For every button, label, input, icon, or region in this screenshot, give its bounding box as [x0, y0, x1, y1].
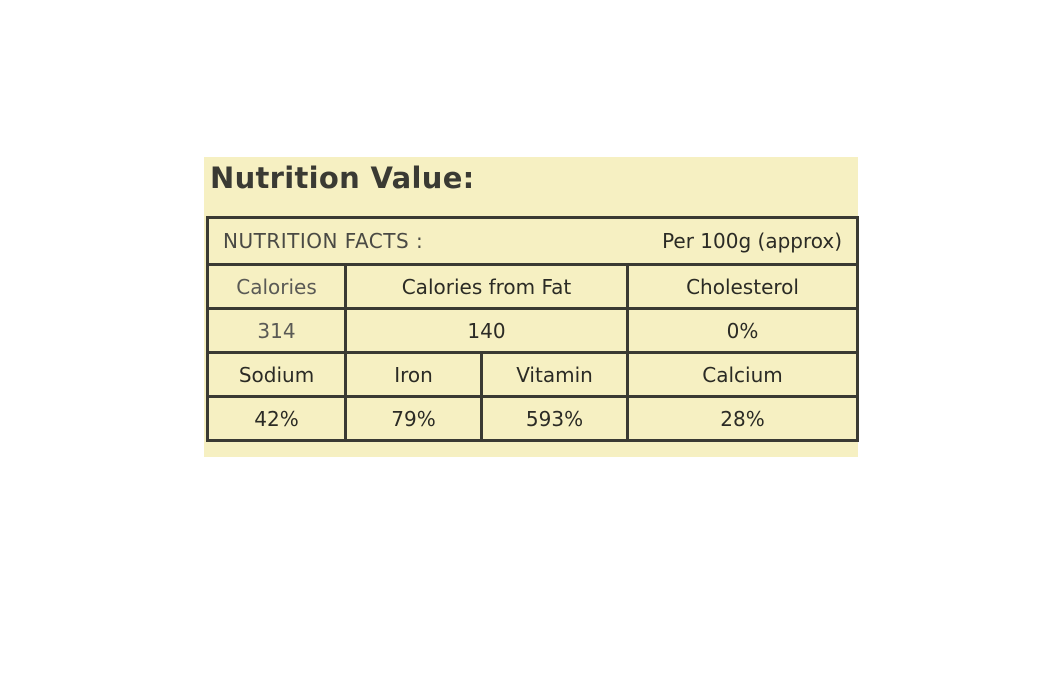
header-vitamin: Vitamin — [480, 351, 629, 398]
label-heading: Nutrition Value: — [210, 161, 475, 195]
table-row: Calories Calories from Fat Cholesterol — [206, 263, 860, 310]
facts-header-cell: NUTRITION FACTS : Per 100g (approx) — [205, 216, 860, 266]
header-calories-from-fat: Calories from Fat — [344, 263, 629, 310]
value-calcium: 28% — [625, 395, 860, 442]
table-row: 42% 79% 593% 28% — [206, 395, 860, 442]
header-sodium: Sodium — [206, 351, 347, 398]
table-row: Sodium Iron Vitamin Calcium — [206, 351, 860, 398]
header-calcium: Calcium — [625, 351, 860, 398]
value-iron: 79% — [344, 395, 483, 442]
value-cholesterol: 0% — [625, 307, 860, 354]
value-calories: 314 — [206, 307, 347, 354]
header-calories: Calories — [206, 263, 347, 310]
facts-header-row: NUTRITION FACTS : Per 100g (approx) — [205, 216, 860, 266]
header-iron: Iron — [344, 351, 483, 398]
nutrition-table: NUTRITION FACTS : Per 100g (approx) Calo… — [205, 216, 860, 442]
value-vitamin: 593% — [480, 395, 629, 442]
value-sodium: 42% — [206, 395, 347, 442]
header-cholesterol: Cholesterol — [625, 263, 860, 310]
table-row: 314 140 0% — [206, 307, 860, 354]
per-serving-label: Per 100g (approx) — [662, 229, 843, 253]
value-calories-from-fat: 140 — [344, 307, 629, 354]
nutrition-label: Nutrition Value: NUTRITION FACTS : Per 1… — [204, 157, 860, 457]
nutrition-facts-label: NUTRITION FACTS : — [223, 229, 424, 253]
